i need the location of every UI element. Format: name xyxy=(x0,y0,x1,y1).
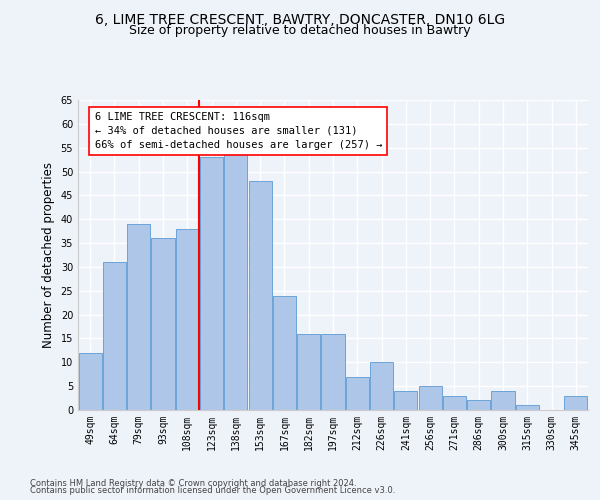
Text: Contains HM Land Registry data © Crown copyright and database right 2024.: Contains HM Land Registry data © Crown c… xyxy=(30,478,356,488)
Bar xyxy=(151,238,175,410)
Bar xyxy=(419,386,442,410)
Bar xyxy=(346,376,369,410)
Bar xyxy=(394,391,418,410)
Bar xyxy=(370,362,393,410)
Bar xyxy=(79,353,101,410)
Text: Contains public sector information licensed under the Open Government Licence v3: Contains public sector information licen… xyxy=(30,486,395,495)
Bar xyxy=(248,181,272,410)
Bar xyxy=(176,229,199,410)
Bar xyxy=(224,152,247,410)
Bar xyxy=(127,224,150,410)
Bar xyxy=(516,405,539,410)
Bar xyxy=(443,396,466,410)
Bar xyxy=(200,157,223,410)
Bar xyxy=(322,334,344,410)
Bar xyxy=(491,391,515,410)
Bar xyxy=(103,262,126,410)
Y-axis label: Number of detached properties: Number of detached properties xyxy=(42,162,55,348)
Bar xyxy=(297,334,320,410)
Bar xyxy=(273,296,296,410)
Text: 6, LIME TREE CRESCENT, BAWTRY, DONCASTER, DN10 6LG: 6, LIME TREE CRESCENT, BAWTRY, DONCASTER… xyxy=(95,12,505,26)
Bar xyxy=(467,400,490,410)
Bar xyxy=(565,396,587,410)
Text: 6 LIME TREE CRESCENT: 116sqm
← 34% of detached houses are smaller (131)
66% of s: 6 LIME TREE CRESCENT: 116sqm ← 34% of de… xyxy=(95,112,382,150)
Text: Size of property relative to detached houses in Bawtry: Size of property relative to detached ho… xyxy=(129,24,471,37)
